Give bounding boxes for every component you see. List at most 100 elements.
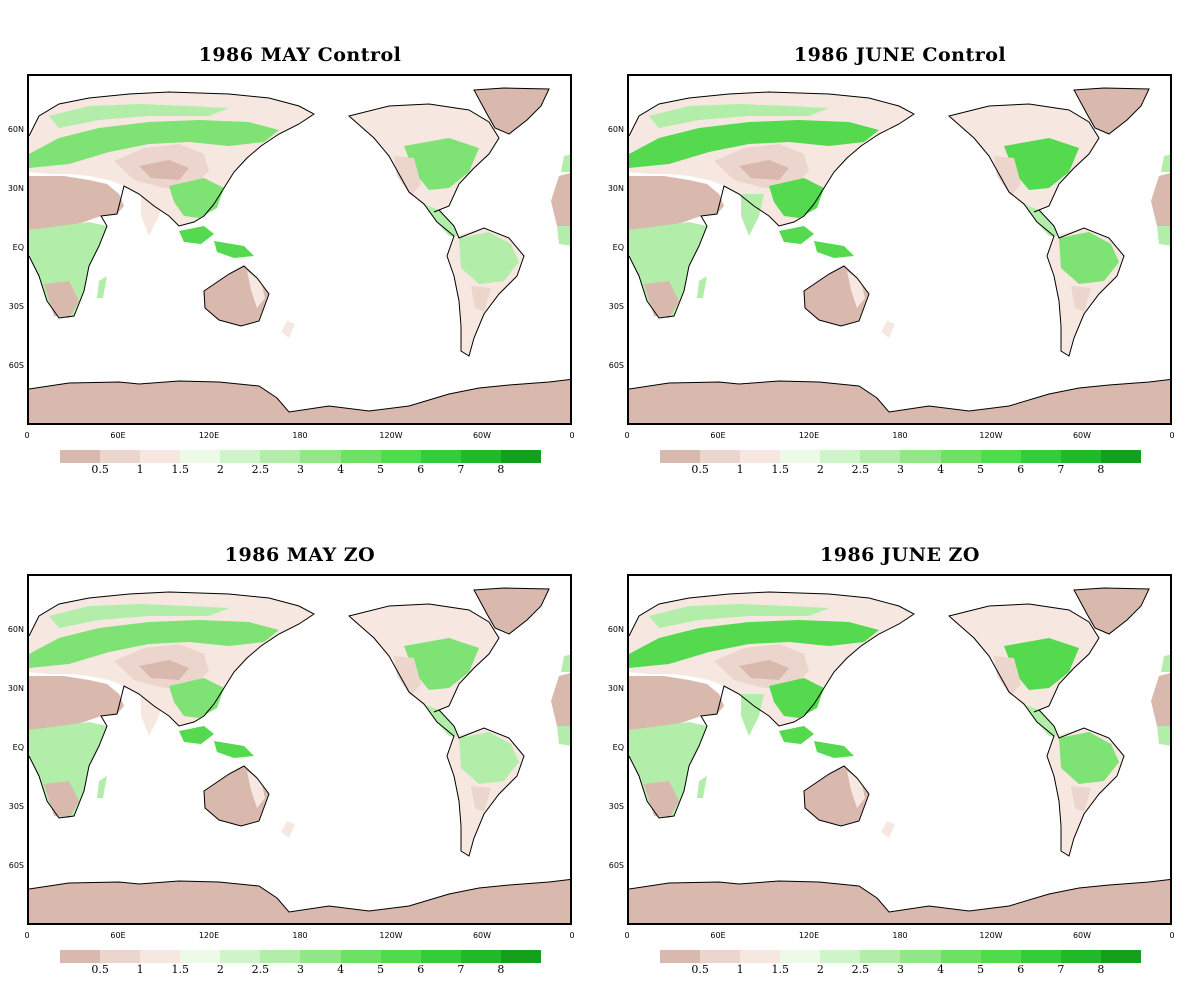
land-region xyxy=(1059,232,1119,284)
land-region xyxy=(1074,588,1149,634)
land-region xyxy=(561,154,570,172)
colorbar-label: 3 xyxy=(297,463,304,476)
map-panel: 1986 MAY ZO 60N 30N EQ 30S 60S 0 60E 120E 180 120W… xyxy=(0,500,600,1000)
land-region xyxy=(424,704,459,738)
colorbar-swatch xyxy=(900,450,941,463)
colorbar-swatch xyxy=(740,450,781,463)
colorbar-label: 2.5 xyxy=(851,463,870,476)
colorbar-label: 5 xyxy=(977,963,985,976)
panel-title: 1986 MAY Control xyxy=(198,44,402,66)
colorbar-label: 5 xyxy=(377,463,385,476)
colorbar-swatch xyxy=(700,950,741,963)
colorbar-label: 5 xyxy=(977,463,985,476)
panel-title: 1986 JUNE ZO xyxy=(820,544,980,566)
land-region xyxy=(424,204,459,238)
colorbar-swatch xyxy=(1100,450,1141,463)
colorbar-swatch xyxy=(460,950,501,963)
land-region xyxy=(404,138,479,190)
colorbar-label: 0.5 xyxy=(691,463,709,476)
world-map xyxy=(29,587,570,923)
land-region xyxy=(814,241,854,258)
colorbar-label: 8 xyxy=(1097,463,1105,476)
land-region xyxy=(1004,638,1079,690)
lon-tick-label: 120E xyxy=(198,931,220,940)
land-region xyxy=(1151,173,1170,226)
land-region xyxy=(629,176,724,230)
colorbar-label: 1 xyxy=(736,963,744,976)
land-region xyxy=(139,660,189,680)
colorbar xyxy=(60,450,541,463)
colorbar-swatch xyxy=(260,450,301,463)
colorbar-label: 6 xyxy=(417,963,425,976)
colorbar-label: 2.5 xyxy=(251,463,270,476)
colorbar-swatch xyxy=(820,450,861,463)
colorbar-label: 1.5 xyxy=(171,463,190,476)
land-region xyxy=(739,660,789,680)
lon-tick-label: 0 xyxy=(1169,931,1175,940)
land-region xyxy=(471,286,491,312)
colorbar-swatch xyxy=(780,450,821,463)
land-region xyxy=(179,226,214,244)
land-region xyxy=(141,194,164,236)
colorbar-label: 4 xyxy=(337,963,345,976)
colorbar-label: 7 xyxy=(457,463,465,476)
colorbar-swatch xyxy=(100,450,141,463)
land-region xyxy=(474,588,549,634)
land-region xyxy=(1161,654,1170,672)
land-region xyxy=(1004,138,1079,190)
land-region xyxy=(29,120,279,168)
land-region xyxy=(779,726,814,744)
colorbar-label: 1.5 xyxy=(771,463,790,476)
colorbar-swatch xyxy=(220,450,261,463)
colorbar-label: 3 xyxy=(297,963,304,976)
lon-tick-label: 0 xyxy=(624,931,630,940)
land-region xyxy=(179,726,214,744)
land-region xyxy=(994,656,1021,696)
colorbar-swatch xyxy=(860,450,901,463)
colorbar-label: 1.5 xyxy=(771,963,790,976)
colorbar-label: 2 xyxy=(216,963,224,976)
lon-tick-label: 0 xyxy=(24,931,30,940)
land-region xyxy=(697,776,707,798)
colorbar-swatch xyxy=(60,950,101,963)
land-region xyxy=(629,120,879,168)
land-region xyxy=(394,656,421,696)
map-frame xyxy=(27,74,572,425)
lon-tick-label: 180 xyxy=(292,431,308,440)
land-region xyxy=(29,379,570,423)
colorbar-label: 1 xyxy=(136,963,144,976)
world-map xyxy=(629,87,1170,423)
colorbar-label: 6 xyxy=(1017,463,1025,476)
lon-tick-label: 120W xyxy=(979,931,1003,940)
lat-tick-label: 30S xyxy=(608,302,624,311)
lat-tick-label: 60N xyxy=(607,625,624,634)
land-region xyxy=(214,241,254,258)
map-panel: 1986 JUNE ZO 60N 30N EQ 30S 60S 0 60E 120E 180 120… xyxy=(600,500,1200,1000)
land-region xyxy=(1024,704,1059,738)
land-region xyxy=(629,879,1170,923)
lon-tick-label: 60W xyxy=(472,931,492,940)
land-region xyxy=(141,694,164,736)
land-region xyxy=(394,156,421,196)
land-region xyxy=(459,732,519,784)
land-region xyxy=(629,620,879,668)
land-region xyxy=(779,226,814,244)
colorbar-label: 4 xyxy=(937,463,945,476)
land-region xyxy=(1071,786,1091,812)
colorbar-swatch xyxy=(1020,450,1061,463)
land-region xyxy=(404,638,479,690)
lon-tick-label: 60E xyxy=(110,431,126,440)
land-region xyxy=(551,673,570,726)
land-region xyxy=(459,232,519,284)
lon-tick-label: 60W xyxy=(1072,931,1092,940)
colorbar-swatch xyxy=(980,950,1021,963)
colorbar-label: 2 xyxy=(816,463,824,476)
lon-tick-label: 120W xyxy=(379,431,403,440)
colorbar-swatch xyxy=(500,950,541,963)
colorbar-swatch xyxy=(940,450,981,463)
map-frame xyxy=(27,574,572,925)
land-region xyxy=(649,604,829,628)
colorbar-label: 7 xyxy=(1057,963,1065,976)
colorbar-swatch xyxy=(220,950,261,963)
lon-tick-label: 120W xyxy=(379,931,403,940)
